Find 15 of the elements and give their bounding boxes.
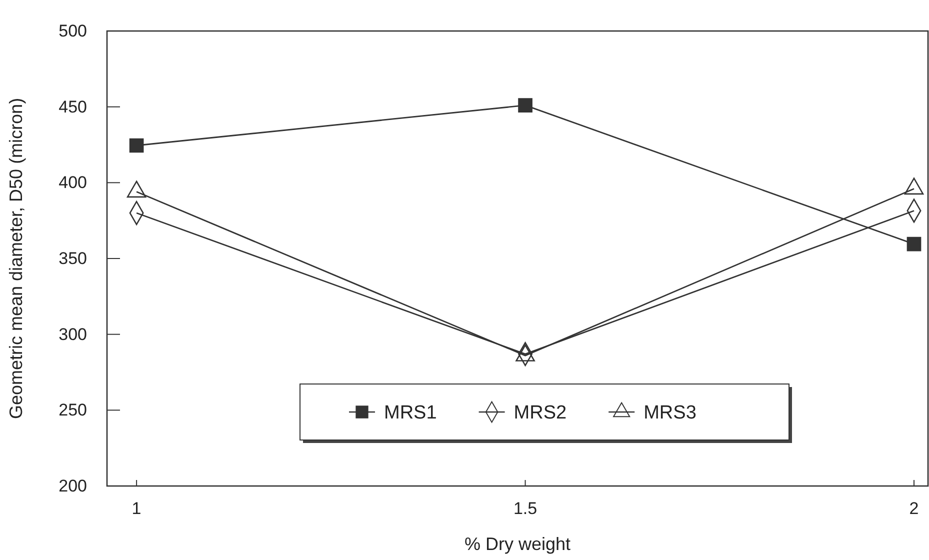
legend-label: MRS3 bbox=[644, 402, 696, 424]
y-tick-label: 300 bbox=[58, 324, 87, 344]
y-tick-label: 350 bbox=[58, 248, 87, 268]
y-tick-label: 200 bbox=[58, 476, 87, 496]
legend-label: MRS2 bbox=[514, 402, 567, 424]
y-tick-label: 450 bbox=[58, 97, 87, 116]
x-tick-label: 1 bbox=[132, 499, 142, 518]
legend-label: MRS1 bbox=[384, 402, 437, 424]
y-tick-label: 250 bbox=[58, 400, 87, 420]
x-tick-label: 2 bbox=[909, 499, 919, 518]
y-axis-title: Geometric mean diameter, D50 (micron) bbox=[6, 98, 26, 420]
x-axis-title: % Dry weight bbox=[464, 534, 571, 554]
y-tick-label: 500 bbox=[58, 21, 87, 40]
y-tick-label: 400 bbox=[58, 173, 87, 192]
x-tick-label: 1.5 bbox=[513, 499, 538, 518]
